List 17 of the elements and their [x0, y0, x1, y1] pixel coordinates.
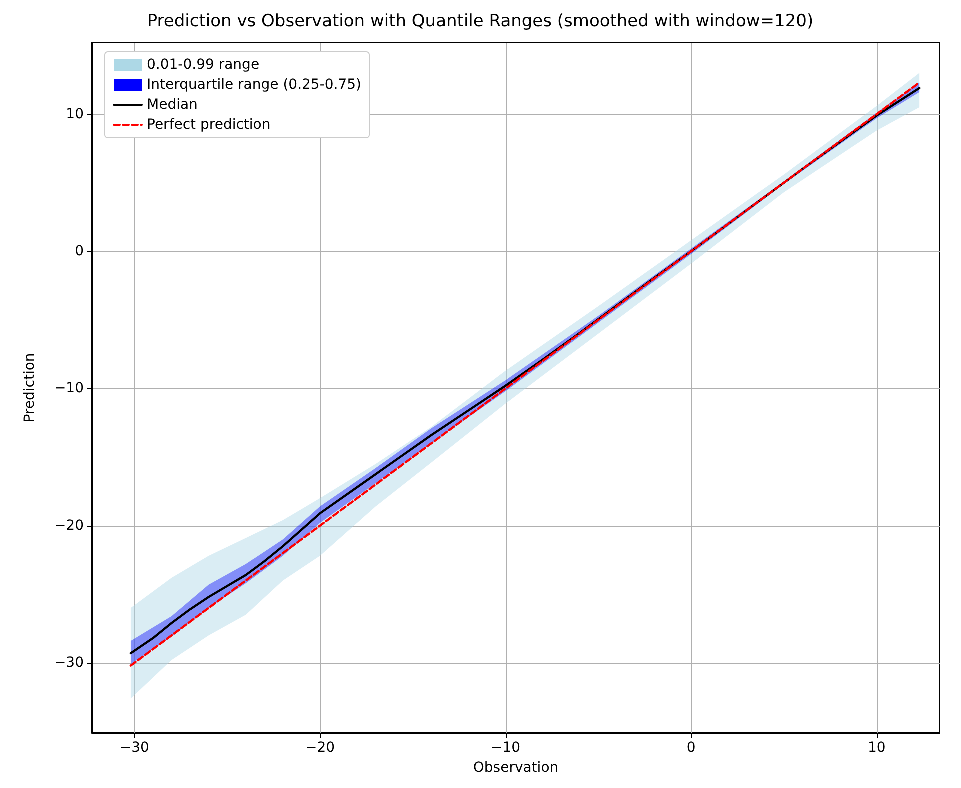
y-tick-label: −20	[54, 518, 84, 534]
x-tick-label: −30	[120, 740, 150, 756]
y-tick-label: −10	[54, 380, 84, 397]
legend-label: Interquartile range (0.25-0.75)	[147, 77, 362, 93]
x-tick-label: 0	[686, 740, 696, 756]
legend-label: 0.01-0.99 range	[147, 57, 260, 73]
y-tick-label: −30	[54, 655, 84, 672]
legend-label: Median	[147, 97, 198, 113]
y-tick-label: 10	[66, 106, 84, 122]
chart-title: Prediction vs Observation with Quantile Ranges (smoothed with window=120)	[147, 12, 814, 32]
x-tick-label: 10	[868, 740, 886, 756]
y-axis-title: Prediction	[22, 353, 38, 423]
x-axis-title: Observation	[473, 760, 559, 776]
x-tick-label: −10	[491, 740, 521, 756]
y-tick-label: 0	[75, 244, 84, 260]
legend-label: Perfect prediction	[147, 117, 271, 133]
x-tick-label: −20	[305, 740, 336, 756]
